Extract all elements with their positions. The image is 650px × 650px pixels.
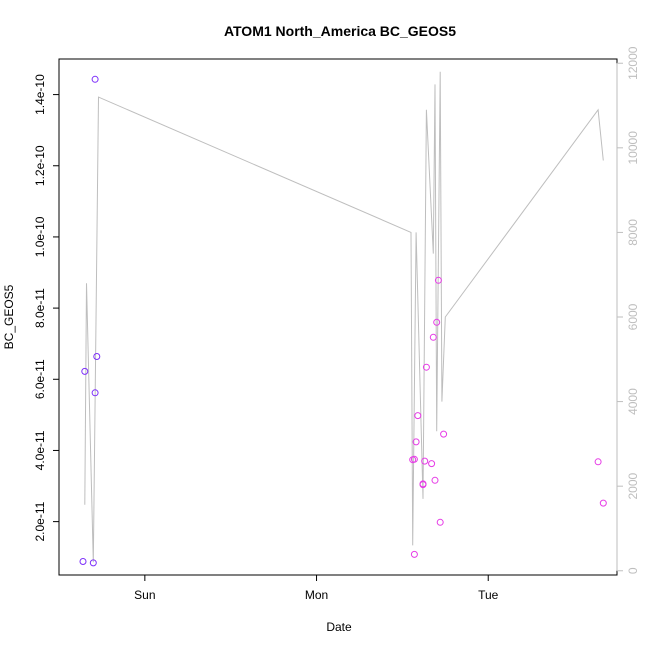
series-line-group xyxy=(84,71,604,563)
data-point-15 xyxy=(428,460,436,468)
y2-tick-label: 2000 xyxy=(626,473,640,500)
x-tick-label: Tue xyxy=(478,588,499,602)
plot-frame xyxy=(58,58,618,576)
x-tick-label: Sun xyxy=(134,588,155,602)
data-point-13 xyxy=(421,457,429,465)
data-point-7 xyxy=(410,455,418,463)
data-point-10 xyxy=(414,412,422,420)
data-point-18 xyxy=(433,318,441,326)
y-tick-label: 1.4e-10 xyxy=(33,74,47,115)
y2-tick-label: 12000 xyxy=(626,46,640,80)
y-axis-label: BC_GEOS5 xyxy=(2,284,16,349)
points-group xyxy=(79,75,607,567)
data-point-23 xyxy=(599,499,607,507)
x-axis: Sun Mon Tue xyxy=(134,574,499,602)
data-point-1 xyxy=(81,367,89,375)
data-point-17 xyxy=(431,476,439,484)
y-tick-label: 6.0e-11 xyxy=(33,359,47,399)
x-tick-label: Mon xyxy=(305,588,328,602)
x-axis-label: Date xyxy=(326,620,352,634)
y2-tick-label: 6000 xyxy=(626,303,640,330)
data-point-4 xyxy=(91,75,99,83)
chart-title: ATOM1 North_America BC_GEOS5 xyxy=(224,23,456,39)
y2-tick-label: 8000 xyxy=(626,219,640,246)
y-tick-label: 1.2e-10 xyxy=(33,145,47,186)
data-point-5 xyxy=(93,353,101,360)
data-point-14 xyxy=(422,363,430,371)
y2-tick-label: 0 xyxy=(626,567,640,574)
data-point-19 xyxy=(434,276,442,284)
y-tick-label: 4.0e-11 xyxy=(33,430,47,470)
y2-tick-label: 10000 xyxy=(626,131,640,165)
y-tick-label: 1.0e-10 xyxy=(33,216,47,257)
data-point-20 xyxy=(436,518,444,526)
data-point-22 xyxy=(594,458,602,466)
data-point-8 xyxy=(410,550,418,558)
data-point-3 xyxy=(91,389,99,397)
data-point-12 xyxy=(419,480,427,488)
y-axis-left: 2.0e-11 4.0e-11 6.0e-11 8.0e-11 1.0e-10 1.2e-… xyxy=(33,74,60,542)
data-point-21 xyxy=(440,430,448,438)
data-point-16 xyxy=(429,333,437,341)
y-tick-label: 2.0e-11 xyxy=(33,501,47,541)
data-point-2 xyxy=(89,559,97,567)
series-line xyxy=(84,71,604,563)
y-tick-label: 8.0e-11 xyxy=(33,288,47,328)
data-point-0 xyxy=(79,558,87,565)
y2-tick-label: 4000 xyxy=(626,388,640,415)
data-point-9 xyxy=(412,438,420,446)
y-axis-right: 0 2000 4000 6000 8000 10000 12000 xyxy=(616,46,640,574)
